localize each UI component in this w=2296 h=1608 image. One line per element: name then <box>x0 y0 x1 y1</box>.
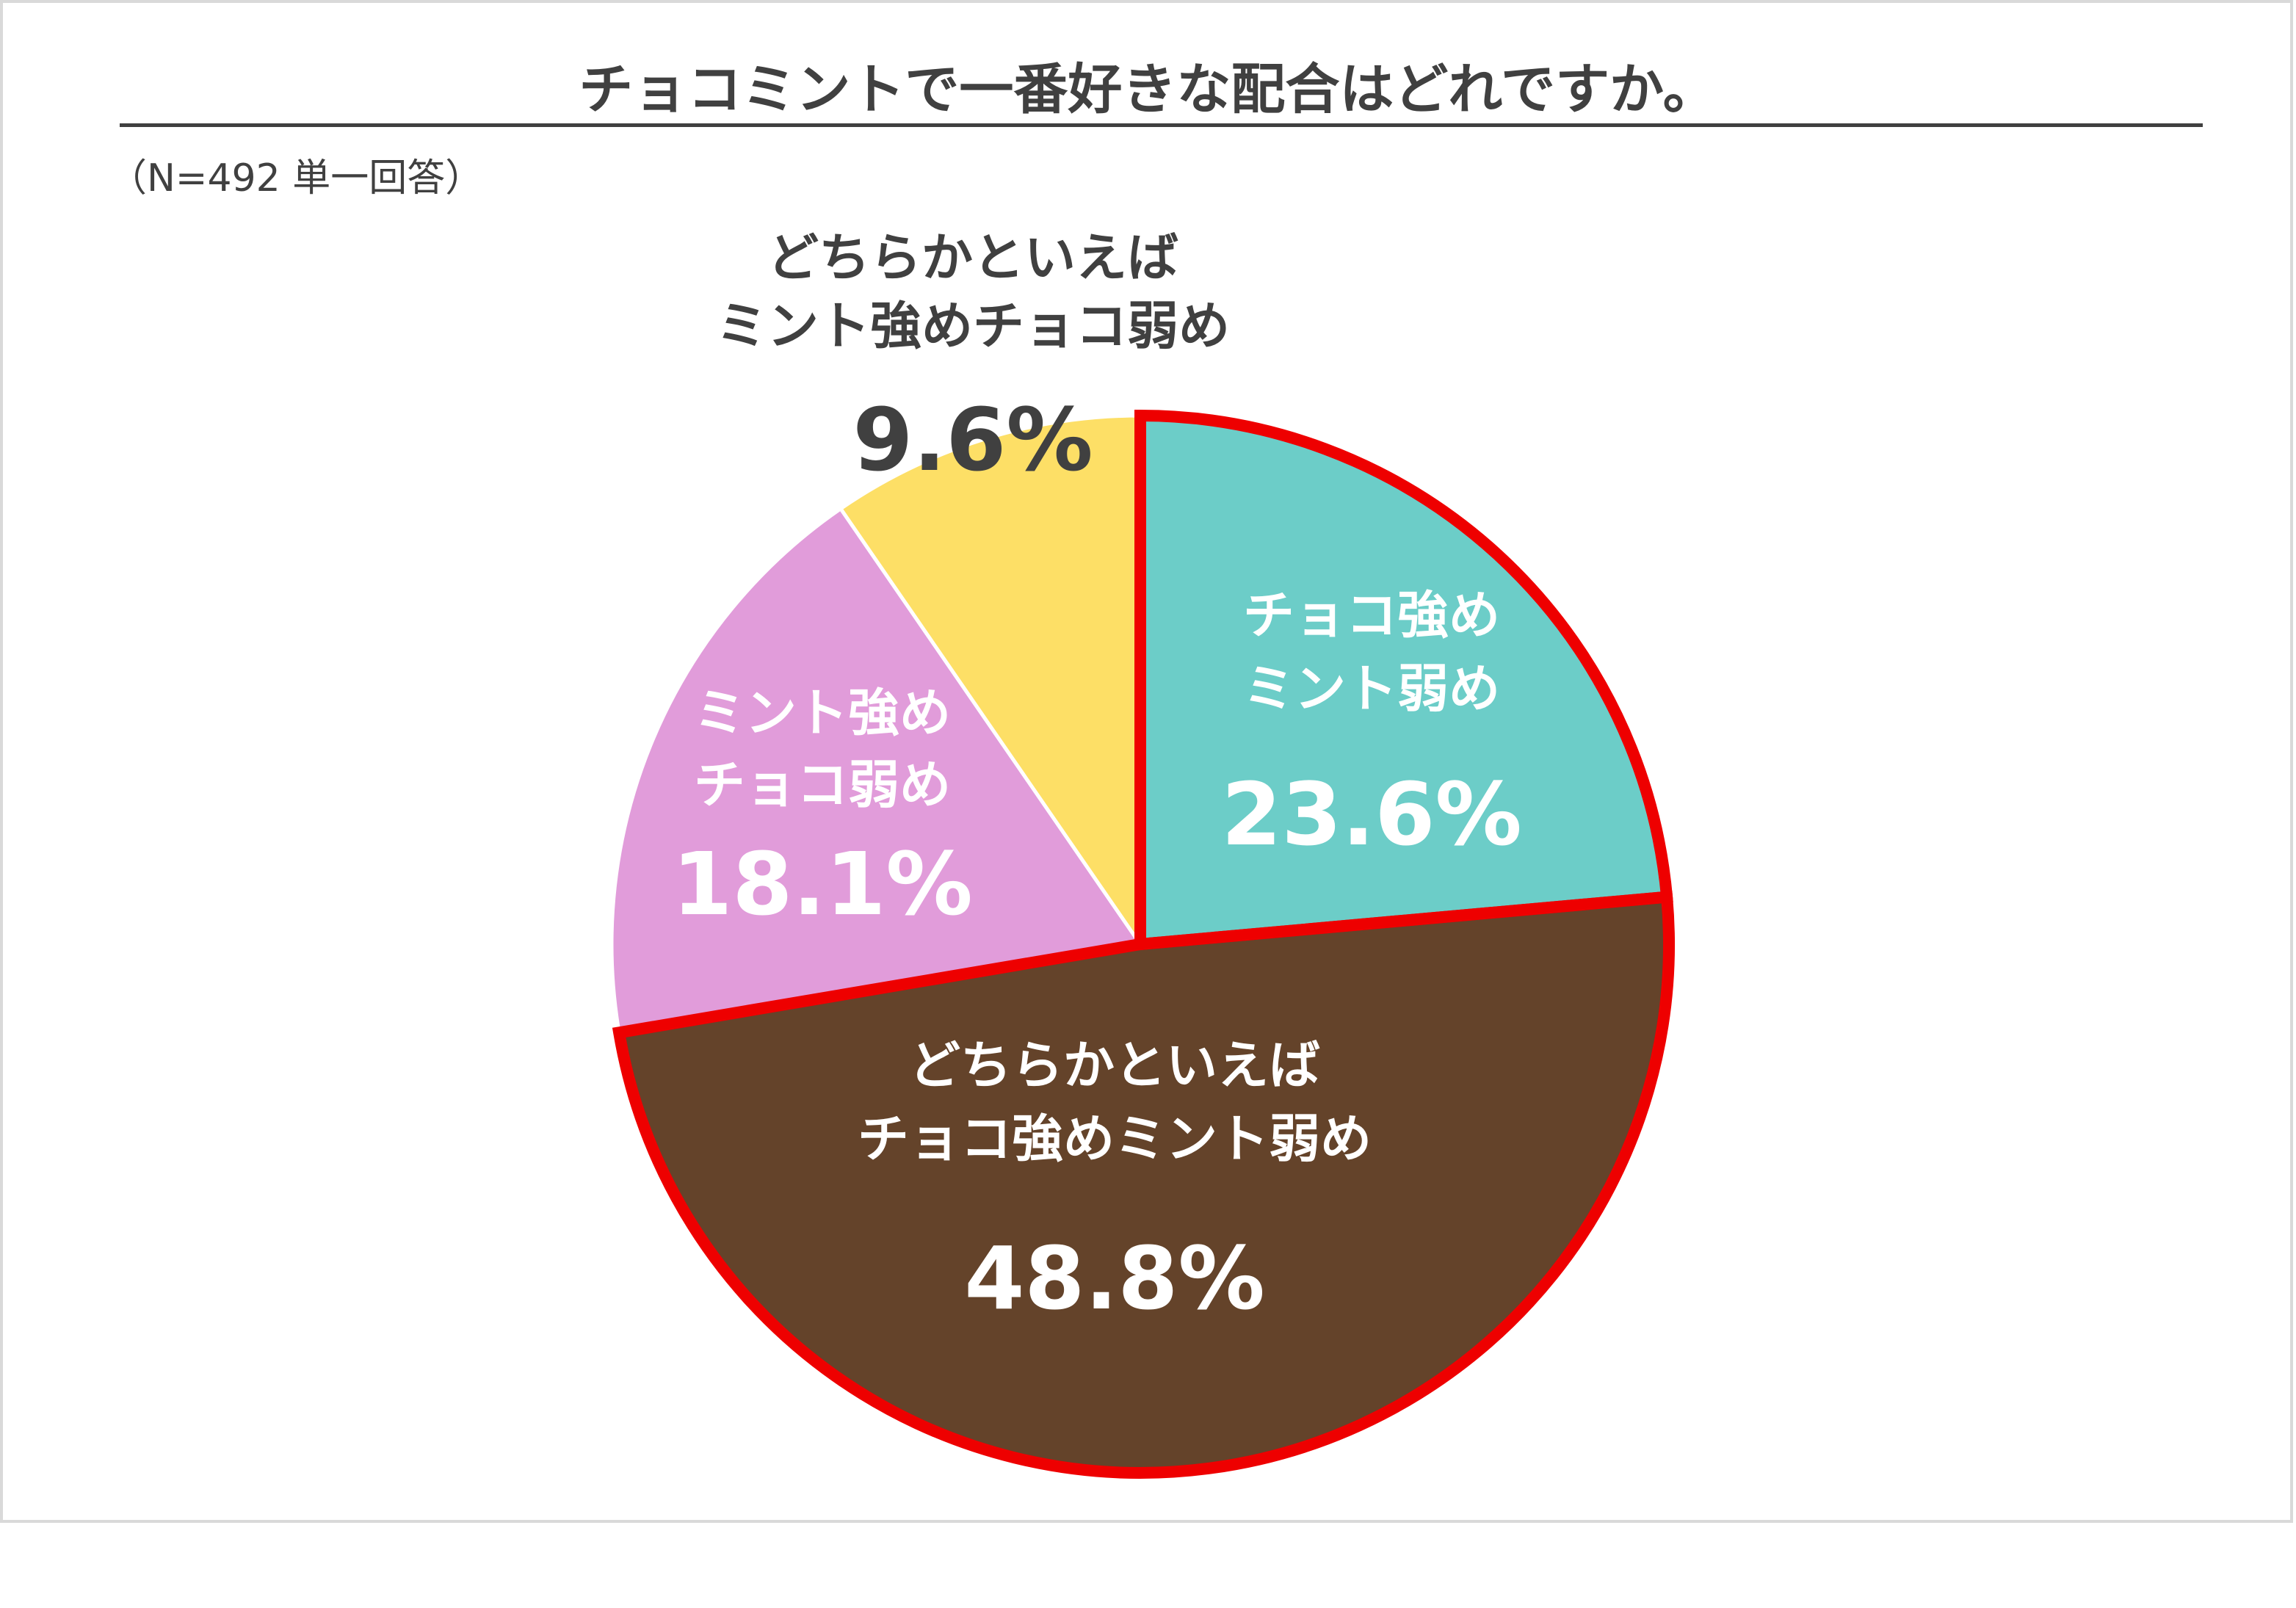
slice-label-4-line1: どちらかといえば <box>767 228 1178 288</box>
slice-label-1-line2: ミント弱め <box>1243 659 1500 719</box>
slice-value-3: 18.1% <box>672 833 972 935</box>
pie-slice-4 <box>838 413 1142 951</box>
slice-label-3-line1: ミント強め <box>694 683 951 743</box>
slice-value-2: 48.8% <box>964 1228 1264 1329</box>
pie-slice-3 <box>609 506 1144 1035</box>
slice-label-1-line1: チョコ強め <box>1243 585 1500 645</box>
slice-label-2-line1: どちらかといえば <box>909 1035 1320 1095</box>
slice-label-2-line2: チョコ強めミント弱め <box>858 1109 1372 1169</box>
slice-labels: チョコ強めミント弱め23.6%どちらかといえばチョコ強めミント弱め48.8%ミン… <box>672 228 1521 1329</box>
slice-value-4: 9.6% <box>852 389 1093 490</box>
slice-label-3-line2: チョコ弱め <box>694 755 951 815</box>
slice-label-4-line2: ミント強めチョコ弱め <box>716 296 1230 356</box>
highlight-outline-2 <box>612 890 1675 1479</box>
highlight-outline-1 <box>1134 409 1673 951</box>
sample-size-note: （N=492 単一回答） <box>109 156 484 200</box>
chart-title: チョコミントで一番好きな配合はどれですか。 <box>579 58 1717 121</box>
highlight-outlines <box>612 409 1675 1479</box>
slice-value-1: 23.6% <box>1221 764 1521 865</box>
title-underline <box>120 123 2203 127</box>
